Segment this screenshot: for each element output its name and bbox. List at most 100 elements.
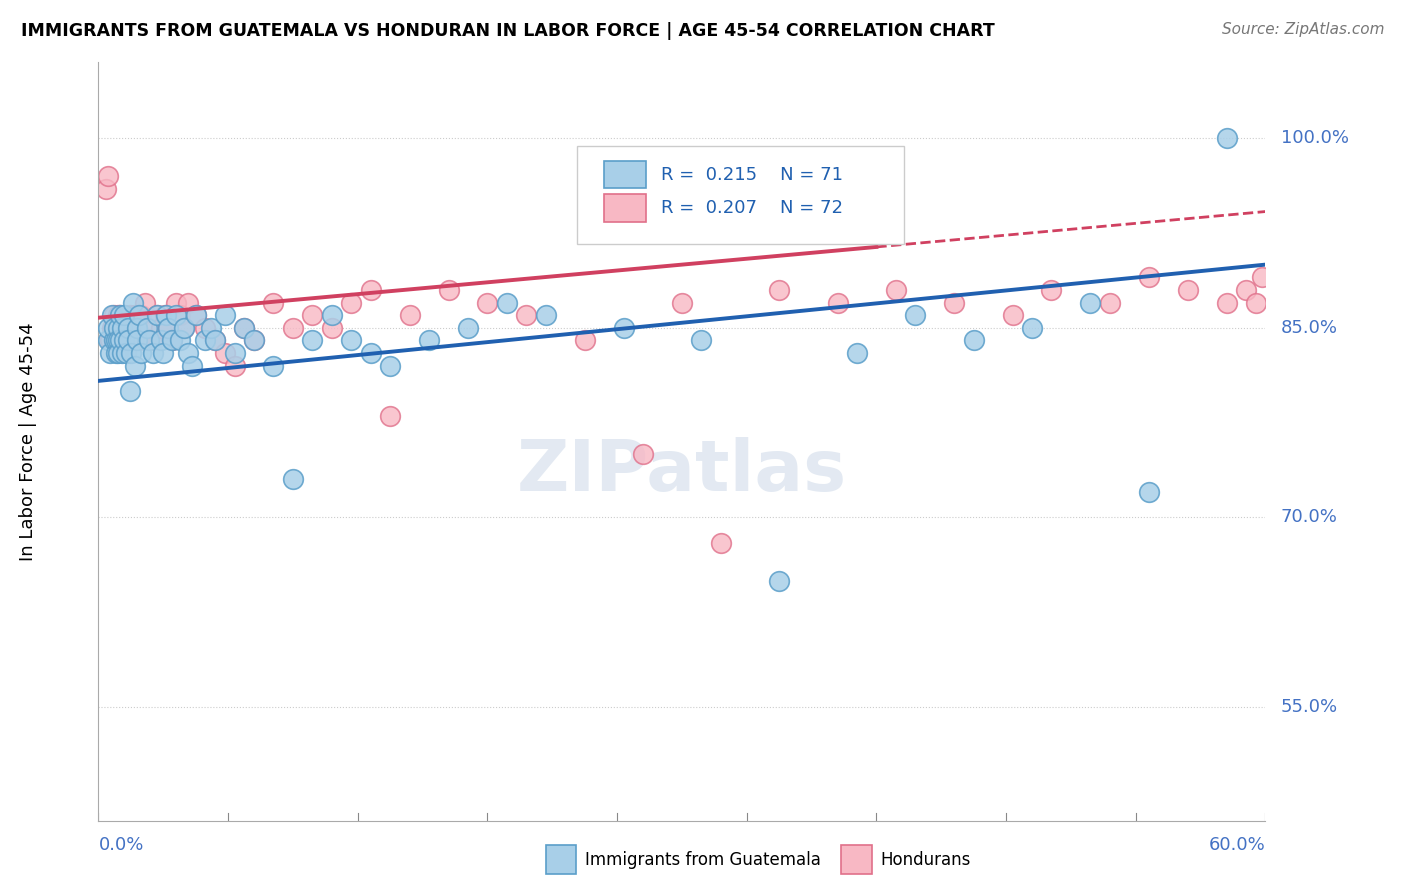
Text: ZIPatlas: ZIPatlas — [517, 437, 846, 507]
Point — [103, 334, 125, 348]
Point — [108, 320, 131, 334]
Point — [107, 334, 129, 348]
Point — [281, 473, 304, 487]
Point — [534, 308, 557, 322]
Point — [214, 308, 236, 322]
Point — [301, 334, 323, 348]
Text: 0.0%: 0.0% — [98, 836, 143, 854]
Point — [103, 320, 125, 334]
Point — [97, 334, 120, 348]
Point — [103, 308, 125, 322]
Text: R =  0.207    N = 72: R = 0.207 N = 72 — [661, 199, 844, 217]
Point — [152, 346, 174, 360]
Point — [97, 169, 120, 184]
Text: R =  0.215    N = 71: R = 0.215 N = 71 — [661, 166, 844, 184]
Point — [671, 295, 693, 310]
Point — [122, 295, 145, 310]
Point — [214, 346, 236, 360]
Point — [574, 334, 596, 348]
FancyBboxPatch shape — [576, 145, 904, 244]
Point — [262, 359, 284, 373]
Point — [138, 320, 160, 334]
Point — [360, 346, 382, 360]
Point — [1137, 485, 1160, 500]
Point — [184, 308, 207, 322]
Point — [827, 295, 849, 310]
Text: 55.0%: 55.0% — [1281, 698, 1339, 716]
Point — [1215, 131, 1237, 145]
Point — [146, 308, 169, 322]
Point — [114, 320, 136, 334]
Point — [515, 308, 537, 322]
Point — [321, 308, 343, 322]
Point — [149, 334, 172, 348]
Point — [107, 320, 129, 334]
Text: 70.0%: 70.0% — [1281, 508, 1339, 526]
Point — [157, 320, 180, 334]
Point — [128, 308, 150, 322]
Point — [177, 295, 200, 310]
Point — [121, 346, 143, 360]
Point — [117, 334, 139, 348]
Text: 85.0%: 85.0% — [1281, 318, 1339, 337]
Point — [127, 320, 149, 334]
Point — [1234, 283, 1257, 297]
Point — [149, 320, 172, 334]
Point — [112, 308, 135, 322]
Point — [380, 359, 402, 373]
Point — [101, 308, 124, 322]
Point — [418, 334, 440, 348]
Point — [146, 308, 169, 322]
Point — [380, 409, 402, 424]
Point — [128, 334, 150, 348]
Point — [129, 308, 152, 322]
Point — [233, 320, 256, 334]
Point — [1001, 308, 1024, 322]
Point — [124, 359, 146, 373]
Point — [340, 295, 363, 310]
Text: 60.0%: 60.0% — [1209, 836, 1265, 854]
Point — [224, 346, 246, 360]
Point — [1137, 270, 1160, 285]
Point — [111, 346, 134, 360]
Point — [194, 334, 217, 348]
Point — [180, 359, 202, 373]
Point — [496, 295, 519, 310]
Point — [1250, 270, 1272, 285]
Point — [169, 334, 191, 348]
Point — [262, 295, 284, 310]
Text: Immigrants from Guatemala: Immigrants from Guatemala — [585, 851, 821, 869]
Point — [962, 334, 984, 348]
Point — [138, 334, 160, 348]
Point — [1215, 295, 1237, 310]
Point — [884, 283, 907, 297]
Point — [104, 320, 127, 334]
Point — [631, 447, 654, 461]
Point — [111, 334, 134, 348]
Point — [108, 308, 131, 322]
Point — [1080, 295, 1102, 310]
Point — [107, 320, 129, 334]
Point — [117, 320, 139, 334]
Point — [124, 308, 146, 322]
Point — [243, 334, 266, 348]
Point — [107, 308, 129, 322]
Point — [173, 320, 195, 334]
Point — [129, 346, 152, 360]
Point — [136, 320, 159, 334]
Point — [103, 334, 125, 348]
Point — [111, 320, 134, 334]
Point — [114, 346, 136, 360]
Point — [437, 283, 460, 297]
Point — [204, 334, 226, 348]
Point — [768, 574, 790, 588]
Point — [943, 295, 966, 310]
Point — [157, 320, 180, 334]
Point — [200, 320, 222, 334]
Point — [127, 334, 149, 348]
Point — [98, 334, 121, 348]
Point — [243, 334, 266, 348]
Point — [104, 334, 127, 348]
Point — [321, 320, 343, 334]
Point — [398, 308, 420, 322]
